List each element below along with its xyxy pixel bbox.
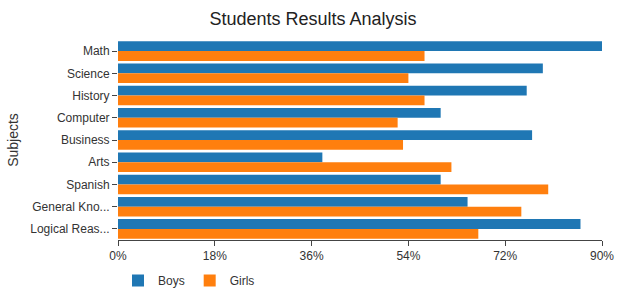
svg-text:0%: 0% — [109, 249, 127, 263]
svg-text:Math: Math — [83, 44, 110, 58]
svg-text:54%: 54% — [396, 249, 420, 263]
svg-text:History: History — [72, 89, 109, 103]
svg-text:Girls: Girls — [230, 274, 255, 288]
svg-text:Boys: Boys — [158, 274, 185, 288]
svg-text:Logical Reas...: Logical Reas... — [30, 222, 109, 236]
svg-text:Subjects: Subjects — [5, 113, 21, 167]
svg-text:Students Results Analysis: Students Results Analysis — [209, 9, 416, 29]
svg-text:72%: 72% — [493, 249, 517, 263]
svg-text:General Kno...: General Kno... — [32, 200, 109, 214]
svg-text:Science: Science — [67, 67, 110, 81]
svg-text:Business: Business — [61, 133, 110, 147]
svg-text:Arts: Arts — [88, 155, 109, 169]
svg-text:Spanish: Spanish — [66, 178, 109, 192]
svg-text:90%: 90% — [590, 249, 614, 263]
svg-text:Computer: Computer — [57, 111, 110, 125]
svg-text:18%: 18% — [203, 249, 227, 263]
svg-text:36%: 36% — [300, 249, 324, 263]
